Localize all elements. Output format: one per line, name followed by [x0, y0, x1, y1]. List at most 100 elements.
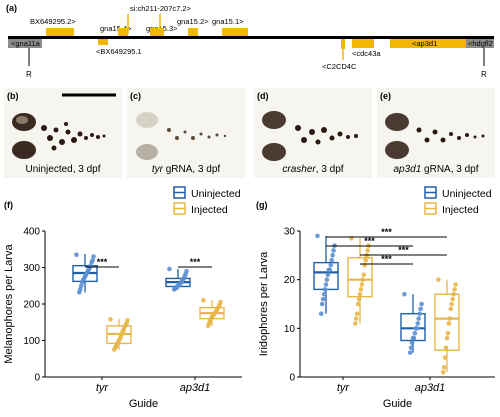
data-point	[113, 343, 119, 349]
data-point	[360, 277, 366, 282]
melanophore-chart: (f) Uninjected Injected 0 100 200 300 400 Melano…	[3, 186, 242, 410]
data-point	[125, 318, 130, 323]
data-point	[89, 259, 94, 265]
data-point	[364, 253, 369, 258]
y-tick-label: 300	[23, 263, 40, 274]
gene-label-bx649295-2: BX649295.2>	[30, 17, 76, 26]
data-point	[436, 277, 441, 282]
significance-label-3: ***	[398, 245, 409, 255]
data-point	[450, 296, 456, 302]
data-point	[324, 277, 330, 282]
photo-uninjected: (b) Uninjected, 3 dpf	[4, 88, 122, 178]
gene-label-hdgfl2: <hdgfl2	[468, 39, 493, 48]
data-point	[183, 271, 188, 277]
legend-label-uninjected: Uninjected	[442, 188, 492, 200]
data-point	[330, 253, 335, 258]
data-point	[121, 327, 127, 332]
data-point	[208, 316, 214, 321]
data-point	[209, 314, 215, 320]
gene-label-gna15-2: gna15.2>	[177, 17, 209, 26]
data-point	[117, 336, 123, 341]
legend-swatch-uninjected	[173, 186, 186, 199]
data-point	[181, 276, 186, 281]
gene-label-ap3d1: <ap3d1	[412, 39, 437, 48]
data-point	[180, 277, 186, 283]
data-point	[446, 321, 452, 326]
data-point	[329, 257, 335, 263]
gene-block-ap3d1	[390, 39, 466, 48]
data-point	[354, 311, 360, 317]
y-tick-label: 200	[23, 300, 40, 311]
data-point	[441, 364, 447, 370]
data-point	[409, 340, 415, 346]
data-point	[445, 330, 451, 336]
data-point	[108, 317, 113, 322]
data-point	[451, 291, 456, 297]
data-point	[452, 287, 457, 292]
data-point	[416, 316, 422, 321]
iridophore-chart: (g) Uninjected Injected 0 10 20 30 Iridophores …	[256, 186, 495, 410]
data-point	[315, 233, 320, 239]
box-injected-ap3d1	[434, 293, 460, 351]
data-point	[83, 272, 89, 278]
gene-block-cdc43a	[352, 39, 374, 48]
photo-label-tyr: tyr gRNA, 3 dpf	[151, 164, 221, 175]
data-point	[88, 263, 93, 268]
data-point	[357, 291, 363, 297]
data-point	[167, 266, 172, 272]
data-point	[412, 330, 418, 336]
box-uninjected-tyr	[72, 264, 98, 283]
data-point	[74, 252, 79, 258]
legend-label-uninjected: Uninjected	[191, 188, 241, 200]
data-point	[82, 274, 88, 279]
gene-block-hdgfl2	[466, 39, 494, 48]
data-point	[362, 262, 368, 268]
data-point	[178, 280, 184, 286]
data-point	[363, 257, 369, 263]
data-point	[321, 291, 327, 297]
legend-label-injected: Injected	[191, 204, 228, 216]
box-injected-tyr	[347, 257, 373, 298]
box-injected-tyr	[106, 325, 132, 345]
box-uninjected-ap3d1	[400, 313, 426, 342]
x-tick-label-tyr: tyr	[96, 382, 110, 394]
data-point	[114, 341, 120, 347]
data-point	[201, 298, 206, 303]
gene-block-bx649295-2	[46, 28, 74, 36]
data-point	[322, 287, 328, 292]
data-point	[122, 324, 127, 329]
data-point	[171, 287, 177, 292]
gene-label-bx649295-1: <BX649295.1	[96, 47, 142, 56]
data-point	[206, 320, 212, 326]
data-point	[182, 273, 187, 279]
data-point	[81, 276, 87, 281]
data-point	[319, 301, 325, 307]
significance-label-4: ***	[381, 254, 392, 264]
data-point	[449, 301, 455, 307]
data-point	[119, 331, 125, 337]
significance-label-2: ***	[364, 236, 375, 246]
data-point	[175, 283, 181, 289]
x-tick-label-ap3d1: ap3d1	[415, 382, 446, 394]
y-tick-label: 0	[34, 373, 40, 384]
data-point	[448, 306, 454, 312]
x-tick-label-tyr: tyr	[337, 382, 351, 394]
data-point	[320, 296, 326, 302]
legend-swatch-injected	[173, 202, 186, 215]
panel-d-letter: (d)	[257, 91, 269, 101]
significance-label-1: ***	[381, 227, 392, 237]
data-point	[115, 340, 121, 345]
box-uninjected-tyr	[313, 261, 339, 291]
data-point	[216, 304, 221, 310]
panel-e-letter: (e)	[380, 91, 391, 101]
x-axis-title: Guide	[129, 398, 158, 410]
panel-b-letter: (b)	[7, 91, 19, 101]
data-point	[79, 279, 85, 285]
data-point	[207, 318, 213, 323]
panel-letter-0: (f)	[4, 200, 13, 210]
data-point	[447, 316, 453, 321]
data-point	[414, 326, 420, 331]
data-point	[353, 316, 359, 321]
box-injected-ap3d1	[199, 306, 225, 320]
data-point	[332, 243, 337, 248]
